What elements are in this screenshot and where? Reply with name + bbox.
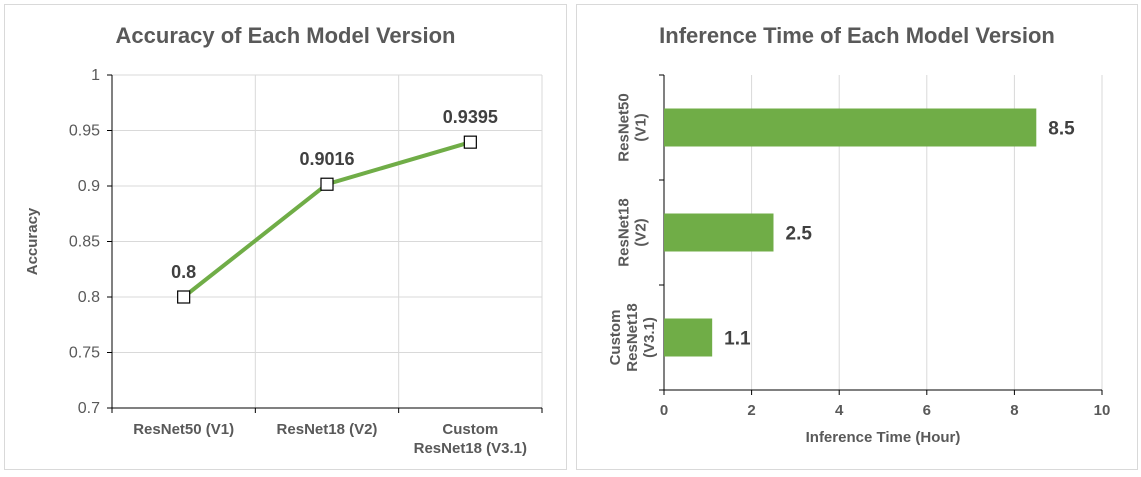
inference-data-label: 8.5 bbox=[1048, 119, 1075, 140]
inference-chart-title: Inference Time of Each Model Version bbox=[659, 23, 1055, 48]
y-tick-label: 0.95 bbox=[69, 123, 100, 140]
x-tick-label: ResNet18 (V2) bbox=[277, 421, 378, 438]
y-tick-label: 0.75 bbox=[69, 345, 100, 362]
accuracy-data-label: 0.8 bbox=[171, 262, 196, 282]
y-tick-label: 1 bbox=[91, 67, 100, 84]
inference-bar bbox=[664, 108, 1037, 147]
accuracy-chart-svg: 0.7 0.75 0.8 0.85 0.9 0.95 1 ResNet50 (V1) ResNe… bbox=[24, 67, 543, 457]
y-tick-label: CustomResNet18(V3.1) bbox=[607, 303, 658, 371]
x-tick-label: 0 bbox=[660, 402, 668, 419]
x-axis-title: Inference Time (Hour) bbox=[806, 429, 961, 446]
accuracy-point bbox=[177, 290, 191, 304]
inference-data-label: 2.5 bbox=[786, 224, 813, 245]
x-tick-label: 2 bbox=[747, 402, 755, 419]
x-tick-label: 6 bbox=[923, 402, 931, 419]
x-tick-label: Custom ResNet18 (V3.1) bbox=[414, 421, 527, 457]
x-tick-label: 4 bbox=[835, 402, 844, 419]
y-tick-label: ResNet18(V2) bbox=[616, 198, 650, 266]
accuracy-data-label: 0.9016 bbox=[299, 149, 354, 169]
y-tick-label: 0.85 bbox=[69, 234, 100, 251]
y-tick-label: ResNet50(V1) bbox=[616, 93, 650, 161]
y-axis-title: Accuracy bbox=[24, 207, 41, 275]
accuracy-point bbox=[463, 135, 477, 149]
accuracy-point bbox=[320, 177, 334, 191]
accuracy-chart-title: Accuracy of Each Model Version bbox=[115, 23, 456, 48]
inference-chart-panel: Inference Time of Each Model Version 0 2 4… bbox=[576, 4, 1138, 470]
x-tick-label: ResNet50 (V1) bbox=[133, 421, 234, 438]
x-tick-label: 10 bbox=[1094, 402, 1111, 419]
accuracy-data-label: 0.9395 bbox=[443, 107, 498, 127]
y-tick-label: 0.8 bbox=[78, 289, 100, 306]
accuracy-chart-panel: Accuracy of Each Model Version 0.7 0.75 0.… bbox=[4, 4, 567, 470]
inference-bar bbox=[664, 213, 774, 252]
inference-chart-svg: 0 2 4 6 8 10 8.5 ResNet50(V1) 2.5 ResNet18(V2) 1.1… bbox=[607, 74, 1111, 446]
x-tick-label: 8 bbox=[1010, 402, 1018, 419]
inference-data-label: 1.1 bbox=[724, 329, 751, 350]
y-tick-label: 0.9 bbox=[78, 178, 100, 195]
inference-bar bbox=[664, 318, 713, 357]
y-tick-label: 0.7 bbox=[78, 400, 100, 417]
